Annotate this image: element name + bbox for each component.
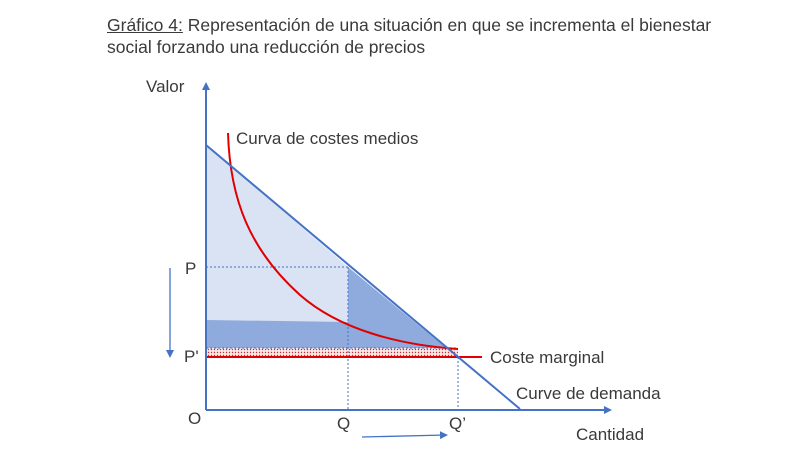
demand-curve [205, 144, 521, 410]
origin-label: O [188, 409, 201, 428]
figure-title: Gráfico 4: Representación de una situaci… [107, 14, 727, 58]
x-axis-label: Cantidad [576, 425, 644, 444]
average-cost-label: Curva de costes medios [236, 129, 418, 148]
demand-label: Curve de demanda [516, 384, 661, 403]
dotted-cost-area [206, 348, 458, 357]
marginal-cost-label: Coste marginal [490, 348, 604, 367]
qty-q-prime-label: Q’ [449, 414, 466, 433]
welfare-gain-area [348, 267, 446, 348]
figure-number: Gráfico 4: [107, 15, 183, 35]
price-p-prime-label: P' [184, 347, 199, 366]
qty-q-label: Q [337, 414, 350, 433]
average-cost-curve [227, 132, 459, 350]
price-p-label: P [185, 259, 196, 278]
y-axis-label: Valor [146, 77, 185, 96]
figure-title-text: Representación de una situación en que s… [107, 15, 712, 57]
transfer-area [206, 320, 348, 348]
quantity-increase-arrow [361, 431, 448, 440]
consumer-surplus-area [206, 145, 348, 348]
